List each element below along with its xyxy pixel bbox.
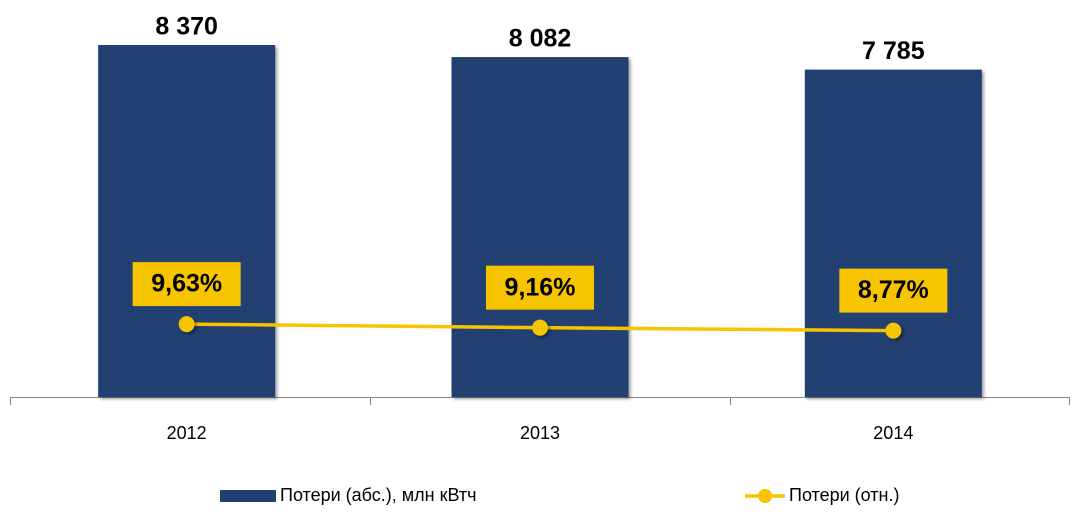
legend-label: Потери (отн.) xyxy=(789,485,899,505)
line-value-label: 9,63% xyxy=(151,270,222,298)
x-tick-label: 2013 xyxy=(520,423,560,443)
legend-item: Потери (отн.) xyxy=(745,485,899,505)
x-tick-label: 2014 xyxy=(873,423,913,443)
line-marker xyxy=(885,322,902,339)
line-value-label: 8,77% xyxy=(858,276,929,304)
bar-value-label: 8 370 xyxy=(155,13,218,41)
bar xyxy=(98,44,276,398)
line-marker xyxy=(532,319,548,336)
x-tick-label: 2012 xyxy=(167,423,207,443)
legend-marker xyxy=(758,489,772,503)
bar xyxy=(804,69,982,397)
line-label-box xyxy=(486,265,594,310)
line-label-box xyxy=(132,262,241,307)
legend-label: Потери (абс.), млн кВтч xyxy=(280,485,477,505)
line-value-label: 9,16% xyxy=(505,273,576,301)
bar-value-label: 7 785 xyxy=(862,37,925,65)
legend-item: Потери (абс.), млн кВтч xyxy=(220,485,477,505)
legend-swatch xyxy=(220,490,276,502)
line-label-box xyxy=(839,268,948,313)
bar-value-label: 8 082 xyxy=(509,25,572,53)
line-marker xyxy=(178,316,195,333)
bar xyxy=(451,57,629,398)
x-axis xyxy=(10,397,1070,405)
